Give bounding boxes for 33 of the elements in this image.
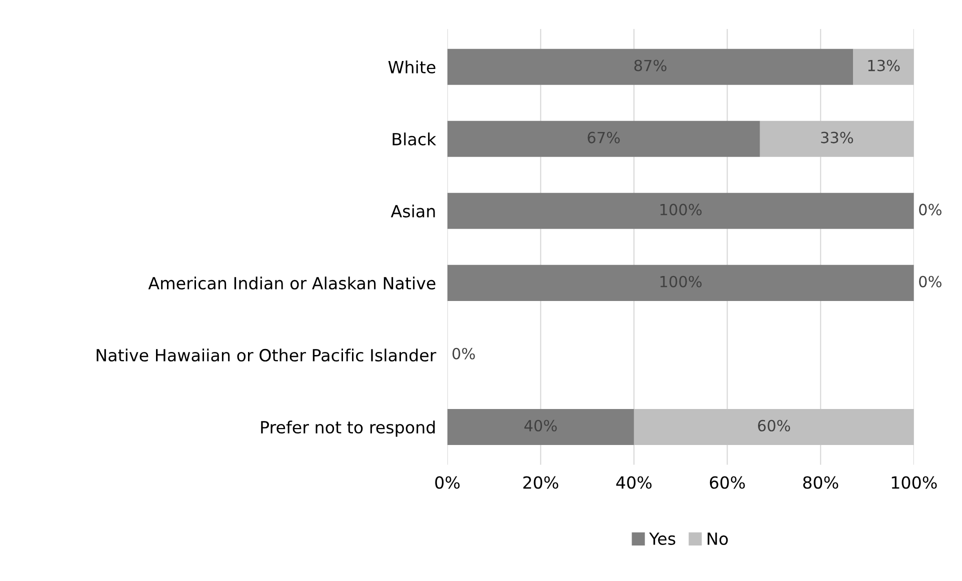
bar xyxy=(634,408,914,445)
x-tick-label: 20% xyxy=(523,476,558,489)
y-tick-label: White xyxy=(388,60,436,74)
data-label: 40% xyxy=(524,420,557,432)
x-tick-label: 40% xyxy=(616,476,652,489)
data-label: 67% xyxy=(588,132,620,144)
bar xyxy=(447,120,760,157)
y-tick-label: Native Hawaiian or Other Pacific Islander xyxy=(96,348,436,362)
y-tick-label: American Indian or Alaskan Native xyxy=(148,276,436,290)
bar xyxy=(447,264,914,301)
data-label: 13% xyxy=(868,60,900,72)
bar xyxy=(760,120,914,157)
data-label: 0% xyxy=(919,204,942,216)
data-label: 33% xyxy=(821,132,854,144)
bar xyxy=(853,48,914,85)
data-label: 100% xyxy=(660,276,702,288)
legend-label: No xyxy=(708,532,728,545)
legend-label: Yes xyxy=(649,532,676,545)
data-label: 0% xyxy=(452,348,475,360)
data-label: 100% xyxy=(660,204,702,216)
data-label: 60% xyxy=(758,420,790,432)
bar xyxy=(447,408,634,445)
x-tick-label: 60% xyxy=(710,476,745,489)
y-tick-label: Asian xyxy=(390,204,435,218)
data-label: 87% xyxy=(634,60,666,72)
bar xyxy=(447,192,914,229)
x-tick-label: 80% xyxy=(803,476,838,489)
x-tick-label: 100% xyxy=(892,476,937,489)
data-label: 0% xyxy=(919,276,942,288)
y-tick-label: Black xyxy=(392,132,436,146)
bar xyxy=(447,48,854,85)
x-tick-label: 0% xyxy=(435,476,460,489)
y-tick-label: Prefer not to respond xyxy=(261,420,435,437)
